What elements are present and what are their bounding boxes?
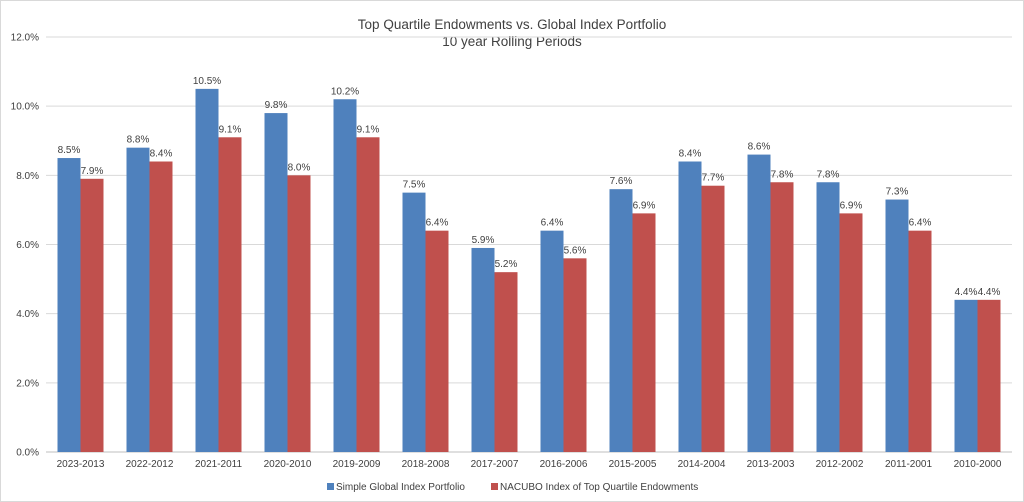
data-label: 7.3% — [886, 187, 909, 198]
bar-nacubo — [287, 175, 311, 453]
data-label: 8.5% — [58, 145, 81, 156]
data-label: 7.6% — [610, 176, 633, 187]
y-axis: 0.0% 2.0% 4.0% 6.0% 8.0% 10.0% 12.0% — [11, 33, 39, 459]
y-tick-label: 2.0% — [16, 378, 39, 389]
bar-index — [195, 88, 219, 452]
y-tick-label: 8.0% — [16, 171, 39, 182]
data-label: 9.1% — [357, 124, 380, 135]
bar-index — [333, 99, 357, 452]
data-label: 5.9% — [472, 235, 495, 246]
bar-nacubo — [425, 230, 449, 452]
bars — [57, 88, 1001, 453]
x-axis: 2023-2013 2022-2012 2021-2011 2020-2010 2019… — [57, 459, 1002, 470]
bar-index — [471, 247, 495, 452]
x-tick-label: 2014-2004 — [678, 459, 726, 470]
data-labels: 8.5%7.9%8.8%8.4%10.5%9.1%9.8%8.0%10.2%9.… — [58, 76, 1001, 298]
bar-nacubo — [770, 182, 794, 452]
bar-nacubo — [494, 272, 518, 452]
bar-nacubo — [356, 137, 380, 452]
data-label: 6.9% — [633, 200, 656, 211]
bar-index — [402, 192, 426, 452]
bar-index — [264, 113, 288, 452]
bar-nacubo — [80, 178, 104, 452]
x-tick-label: 2018-2008 — [402, 459, 450, 470]
chart-subtitle: 10 year Rolling Periods — [442, 34, 582, 49]
data-label: 7.5% — [403, 180, 426, 191]
y-tick-label: 0.0% — [16, 448, 39, 459]
legend-label-nacubo: NACUBO Index of Top Quartile Endowments — [500, 482, 698, 493]
y-tick-label: 4.0% — [16, 309, 39, 320]
x-tick-label: 2013-2003 — [747, 459, 795, 470]
data-label: 8.8% — [127, 135, 150, 146]
bar-index — [678, 161, 702, 452]
chart-title: Top Quartile Endowments vs. Global Index… — [358, 17, 666, 32]
data-label: 9.1% — [219, 124, 242, 135]
bar-nacubo — [563, 258, 587, 452]
bar-nacubo — [908, 230, 932, 452]
x-tick-label: 2021-2011 — [195, 459, 243, 470]
data-label: 10.2% — [331, 86, 359, 97]
data-label: 5.2% — [495, 259, 518, 270]
data-label: 7.8% — [817, 169, 840, 180]
bar-nacubo — [977, 299, 1001, 452]
data-label: 7.7% — [702, 173, 725, 184]
x-tick-label: 2017-2007 — [471, 459, 519, 470]
data-label: 7.8% — [771, 169, 794, 180]
y-tick-label: 12.0% — [11, 33, 39, 44]
bar-index — [816, 182, 840, 452]
data-label: 4.4% — [955, 287, 978, 298]
data-label: 6.4% — [909, 218, 932, 229]
data-label: 8.0% — [288, 162, 311, 173]
legend-swatch-index — [327, 483, 334, 490]
data-label: 7.9% — [81, 166, 104, 177]
y-tick-label: 10.0% — [11, 102, 39, 113]
data-label: 9.8% — [265, 100, 288, 111]
gridlines — [46, 36, 1012, 453]
data-label: 6.4% — [541, 218, 564, 229]
bar-index — [885, 199, 909, 452]
bar-index — [57, 158, 81, 452]
x-tick-label: 2012-2002 — [816, 459, 864, 470]
x-tick-label: 2011-2001 — [885, 459, 933, 470]
x-tick-label: 2023-2013 — [57, 459, 105, 470]
data-label: 10.5% — [193, 76, 221, 87]
legend-label-index: Simple Global Index Portfolio — [336, 482, 465, 493]
x-tick-label: 2010-2000 — [954, 459, 1002, 470]
legend-swatch-nacubo — [491, 483, 498, 490]
bar-index — [954, 299, 978, 452]
y-tick-label: 6.0% — [16, 240, 39, 251]
bar-nacubo — [218, 137, 242, 452]
data-label: 5.6% — [564, 245, 587, 256]
data-label: 8.6% — [748, 142, 771, 153]
bar-nacubo — [839, 213, 863, 452]
x-tick-label: 2022-2012 — [126, 459, 174, 470]
x-tick-label: 2019-2009 — [333, 459, 381, 470]
legend: Simple Global Index Portfolio NACUBO Ind… — [327, 482, 698, 493]
bar-nacubo — [632, 213, 656, 452]
data-label: 6.4% — [426, 218, 449, 229]
bar-index — [126, 147, 150, 452]
bar-index — [747, 154, 771, 453]
data-label: 6.9% — [840, 200, 863, 211]
bar-index — [609, 189, 633, 452]
bar-nacubo — [701, 185, 725, 453]
x-tick-label: 2015-2005 — [609, 459, 657, 470]
x-tick-label: 2016-2006 — [540, 459, 588, 470]
bar-index — [540, 230, 564, 452]
data-label: 4.4% — [978, 287, 1001, 298]
x-tick-label: 2020-2010 — [264, 459, 312, 470]
bar-nacubo — [149, 161, 173, 452]
data-label: 8.4% — [150, 149, 173, 160]
data-label: 8.4% — [679, 149, 702, 160]
